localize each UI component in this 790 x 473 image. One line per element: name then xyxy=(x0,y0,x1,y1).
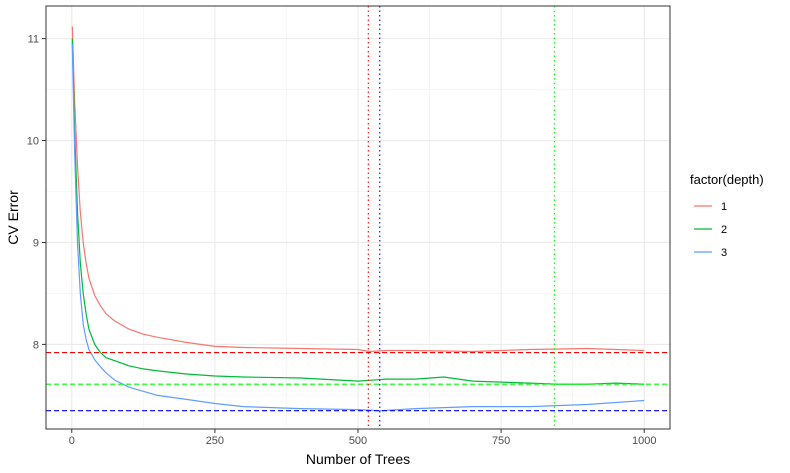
x-tick-label: 500 xyxy=(349,435,367,447)
series-lines xyxy=(71,26,645,412)
y-tick-label: 8 xyxy=(33,339,39,351)
legend-title: factor(depth) xyxy=(690,172,764,187)
series-line-depth-3 xyxy=(71,43,645,412)
x-tick-label: 750 xyxy=(492,435,510,447)
x-tick-label: 0 xyxy=(69,435,75,447)
legend-label-2: 2 xyxy=(721,224,727,236)
legend-label-1: 1 xyxy=(721,201,727,213)
y-tick-label: 11 xyxy=(28,34,39,46)
series-line-depth-2 xyxy=(71,38,645,385)
x-tick-label: 1000 xyxy=(632,435,656,447)
y-axis: 8 9 10 11 xyxy=(27,34,46,351)
y-tick-label: 9 xyxy=(33,237,39,249)
x-tick-label: 250 xyxy=(206,435,224,447)
legend: factor(depth) 1 2 3 xyxy=(690,172,764,259)
series-line-depth-1 xyxy=(71,26,645,353)
major-gridlines xyxy=(46,6,670,429)
x-axis: 0 250 500 750 1000 xyxy=(69,429,656,447)
legend-label-3: 3 xyxy=(721,247,727,259)
x-axis-title: Number of Trees xyxy=(306,451,410,467)
reference-lines xyxy=(46,6,670,429)
y-tick-label: 10 xyxy=(27,136,39,148)
y-axis-title: CV Error xyxy=(5,190,21,245)
